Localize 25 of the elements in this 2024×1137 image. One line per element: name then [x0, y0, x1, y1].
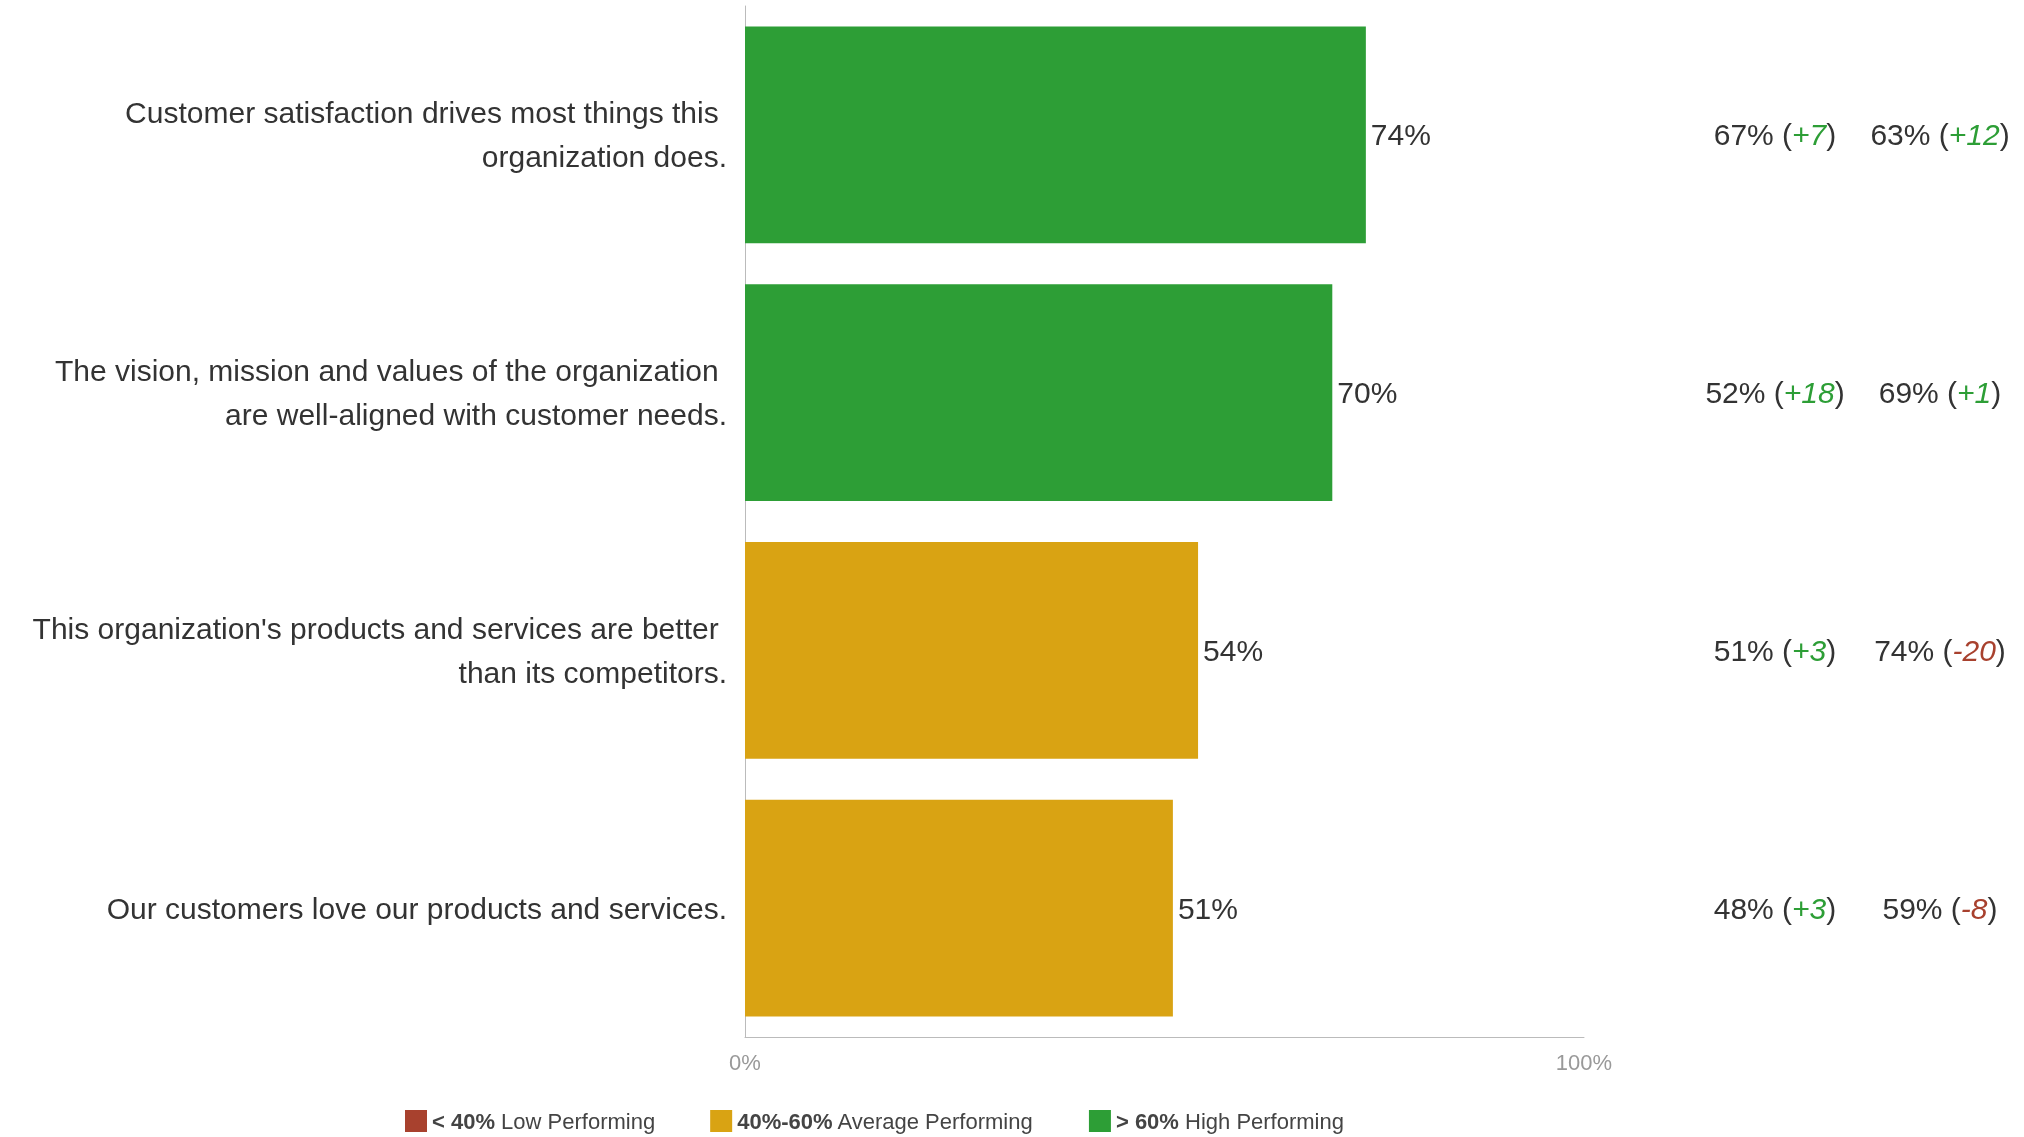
- bar: [745, 26, 1366, 244]
- legend-label: > 60% High Performing: [1115, 1108, 1344, 1134]
- legend-label: 40%-60% Average Performing: [737, 1108, 1033, 1134]
- text: 48% (+3): [1713, 891, 1837, 925]
- text: 74% (-20): [1874, 633, 2006, 667]
- data-label: 54%: [1203, 633, 1264, 667]
- data-label: 51%: [1177, 891, 1238, 925]
- data-label: 70%: [1337, 376, 1398, 410]
- text: 52% (+18): [1705, 376, 1845, 410]
- y-tick-label: The vision, mission and values of the organization are well-aligned with customer needs.: [54, 354, 727, 432]
- text: 69% (+1): [1878, 376, 2002, 410]
- bar: [745, 284, 1333, 501]
- y-tick-label: Customer satisfaction drives most things this organization does.: [125, 96, 727, 174]
- text: 51% (+3): [1713, 633, 1837, 667]
- y-tick-label: This organization's products and services are better than its competitors.: [32, 611, 727, 689]
- text: 59% (-8): [1882, 891, 1998, 925]
- y-tick-label: Our customers love our products and services.: [106, 891, 727, 925]
- bar: [745, 542, 1199, 759]
- text: 63% (+12): [1870, 118, 2010, 152]
- x-tick-label: 100%: [1555, 1049, 1613, 1075]
- legend-label: < 40% Low Performing: [432, 1108, 656, 1134]
- bar: [745, 799, 1173, 1017]
- data-label: 74%: [1370, 118, 1431, 152]
- text: 67% (+7): [1713, 118, 1837, 152]
- x-tick-label: 0%: [729, 1049, 761, 1075]
